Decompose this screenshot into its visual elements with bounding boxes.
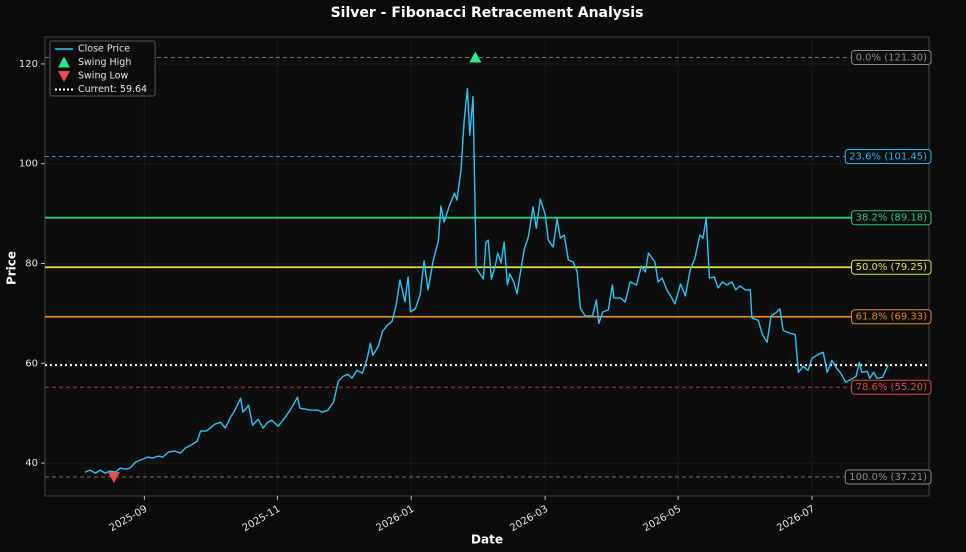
swing-low-marker (107, 471, 120, 483)
fib-level-tag: 38.2% (89.18) (851, 210, 932, 226)
fib-level-tag: 100.0% (37.21) (844, 469, 932, 485)
fib-level-label: 38.2% (89.18) (856, 213, 927, 224)
legend: Close Price Swing High Swing Low Current: 5… (49, 40, 156, 97)
legend-label: Swing Low (78, 71, 128, 82)
y-axis-label: Price (5, 251, 19, 285)
fib-label-box (844, 148, 932, 164)
fib-label-box (851, 309, 932, 325)
fib-label-box (851, 49, 932, 65)
y-tick-label: 120 (19, 59, 38, 70)
fib-level-label: 100.0% (37.21) (849, 472, 927, 483)
fib-label-box (844, 469, 932, 485)
y-tick-label: 40 (25, 458, 38, 469)
fib-label-box (851, 259, 932, 275)
fib-label-box (851, 379, 932, 395)
y-tick-label: 60 (25, 358, 38, 369)
legend-swatch (58, 71, 70, 82)
fib-level-label: 61.8% (69.33) (856, 312, 927, 323)
y-tick-label: 100 (19, 159, 38, 170)
fib-level-label: 50.0% (79.25) (856, 262, 927, 273)
y-tick-label: 80 (25, 259, 38, 270)
legend-label: Swing High (78, 57, 131, 68)
fib-level-label: 78.6% (55.20) (856, 382, 927, 393)
legend-label: Current: 59.64 (78, 84, 147, 95)
fib-level-tag: 0.0% (121.30) (851, 49, 932, 65)
chart-title: Silver - Fibonacci Retracement Analysis (331, 5, 644, 21)
fib-label-box (851, 210, 932, 226)
fib-level-tag: 23.6% (101.45) (844, 148, 932, 164)
legend-swatch (58, 56, 70, 68)
fib-level-label: 0.0% (121.30) (856, 52, 927, 63)
price-line (84, 87, 889, 474)
fib-level-tag: 78.6% (55.20) (851, 379, 932, 395)
fib-level-tag: 50.0% (79.25) (851, 259, 932, 275)
swing-high-marker (469, 51, 482, 63)
legend-box (49, 40, 156, 97)
fib-level-label: 23.6% (101.45) (849, 151, 927, 162)
fib-level-tag: 61.8% (69.33) (851, 309, 932, 325)
legend-label: Close Price (78, 44, 130, 55)
x-axis-label: Date (471, 533, 503, 547)
